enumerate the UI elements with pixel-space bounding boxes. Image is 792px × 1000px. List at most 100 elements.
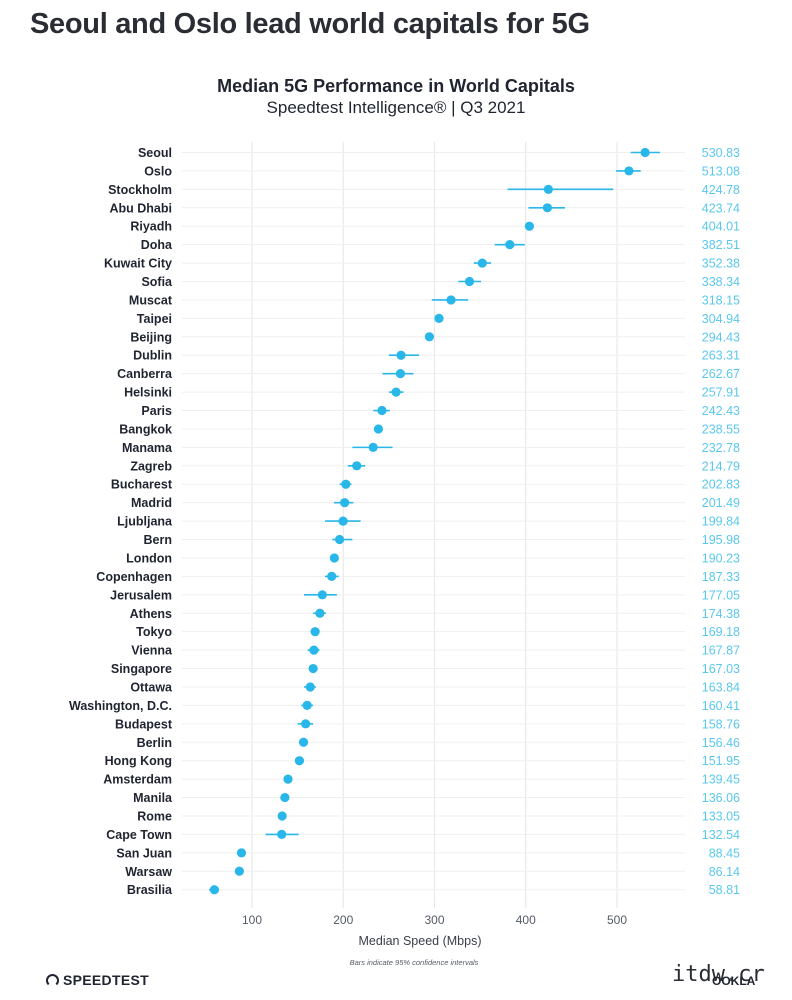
data-point	[477, 258, 487, 268]
category-label: Berlin	[137, 736, 172, 750]
value-label: 238.55	[702, 422, 740, 436]
category-label: Budapest	[115, 717, 173, 731]
category-label: Zagreb	[130, 459, 172, 473]
data-point	[373, 424, 384, 434]
data-point	[341, 479, 351, 489]
data-point	[352, 461, 362, 471]
data-point	[301, 719, 311, 729]
x-tick-label: 500	[607, 913, 627, 927]
value-label: 262.67	[702, 367, 740, 381]
category-label: Vienna	[131, 644, 173, 658]
category-label: Taipei	[137, 312, 172, 326]
ookla-logo: OOKLA	[712, 974, 756, 988]
value-label: 177.05	[702, 588, 740, 602]
data-point	[315, 608, 325, 618]
data-point	[298, 737, 309, 747]
data-point	[340, 498, 350, 508]
category-label: Ottawa	[130, 680, 173, 694]
data-point	[542, 203, 553, 213]
category-label: Oslo	[144, 164, 172, 178]
value-label: 513.08	[702, 164, 740, 178]
value-label: 158.76	[702, 717, 740, 731]
value-label: 167.87	[702, 644, 740, 658]
category-label: London	[126, 551, 172, 565]
data-point	[391, 387, 401, 397]
category-label: Ljubljana	[117, 515, 173, 529]
category-label: Helsinki	[124, 386, 172, 400]
x-tick-label: 400	[516, 913, 536, 927]
category-label: Dublin	[133, 349, 172, 363]
value-label: 195.98	[702, 533, 740, 547]
x-tick-label: 300	[424, 913, 444, 927]
value-label: 263.31	[702, 349, 740, 363]
value-label: 133.05	[702, 809, 740, 823]
data-point	[209, 885, 220, 895]
data-point	[283, 774, 293, 784]
value-label: 163.84	[702, 680, 740, 694]
value-label: 202.83	[702, 478, 740, 492]
category-label: Beijing	[130, 330, 172, 344]
category-label: Bucharest	[111, 478, 173, 492]
data-point	[236, 848, 247, 858]
category-label: Sofia	[141, 275, 173, 289]
data-point	[308, 663, 318, 674]
category-label: Manila	[133, 791, 173, 805]
category-label: Riyadh	[130, 220, 172, 234]
data-point	[395, 369, 406, 379]
value-label: 294.43	[702, 330, 740, 344]
category-label: Warsaw	[125, 865, 172, 879]
data-point	[317, 590, 327, 600]
data-point	[302, 700, 312, 711]
x-tick-label: 100	[242, 913, 262, 927]
value-label: 86.14	[709, 865, 740, 879]
category-label: Athens	[130, 607, 172, 621]
category-label: Cape Town	[106, 828, 172, 842]
value-label: 352.38	[702, 257, 740, 271]
category-label: Seoul	[138, 146, 172, 160]
data-point	[446, 295, 456, 305]
speedometer-icon	[46, 973, 59, 987]
value-label: 424.78	[702, 183, 740, 197]
category-label: Jerusalem	[110, 588, 172, 602]
category-label: Bangkok	[119, 422, 172, 436]
category-label: Abu Dhabi	[110, 201, 173, 215]
x-tick-label: 200	[333, 913, 353, 927]
data-point	[464, 276, 475, 287]
headline: Seoul and Oslo lead world capitals for 5…	[30, 8, 590, 40]
value-label: 214.79	[702, 459, 740, 473]
data-point	[338, 516, 348, 526]
data-point	[543, 184, 553, 194]
value-label: 318.15	[702, 293, 740, 307]
category-label: Tokyo	[136, 625, 172, 639]
value-label: 304.94	[702, 312, 740, 326]
value-label: 187.33	[702, 570, 740, 584]
data-point	[277, 811, 287, 821]
data-point	[310, 627, 320, 637]
value-label: 167.03	[702, 662, 740, 676]
category-label: Paris	[141, 404, 172, 418]
speedtest-logo: SPEEDTEST	[46, 972, 149, 988]
data-point	[424, 332, 435, 342]
watermark: itdw.cr	[672, 962, 765, 987]
x-axis-label: Median Speed (Mbps)	[359, 934, 482, 948]
category-label: San Juan	[116, 846, 172, 860]
value-label: 139.45	[702, 773, 740, 787]
value-label: 88.45	[709, 846, 740, 860]
category-label: Manama	[122, 441, 173, 455]
value-label: 257.91	[702, 386, 740, 400]
value-label: 58.81	[709, 883, 740, 897]
category-label: Bern	[144, 533, 172, 547]
category-label: Washington, D.C.	[69, 699, 172, 713]
data-point	[294, 756, 305, 766]
category-label: Rome	[137, 809, 172, 823]
data-point	[277, 829, 287, 840]
value-label: 156.46	[702, 736, 740, 750]
chart-subtitle: Speedtest Intelligence® | Q3 2021	[266, 98, 526, 117]
data-point	[396, 350, 406, 360]
category-label: Stockholm	[108, 183, 172, 197]
value-label: 530.83	[702, 146, 740, 160]
value-label: 423.74	[702, 201, 740, 215]
value-label: 174.38	[702, 607, 740, 621]
value-label: 382.51	[702, 238, 740, 252]
